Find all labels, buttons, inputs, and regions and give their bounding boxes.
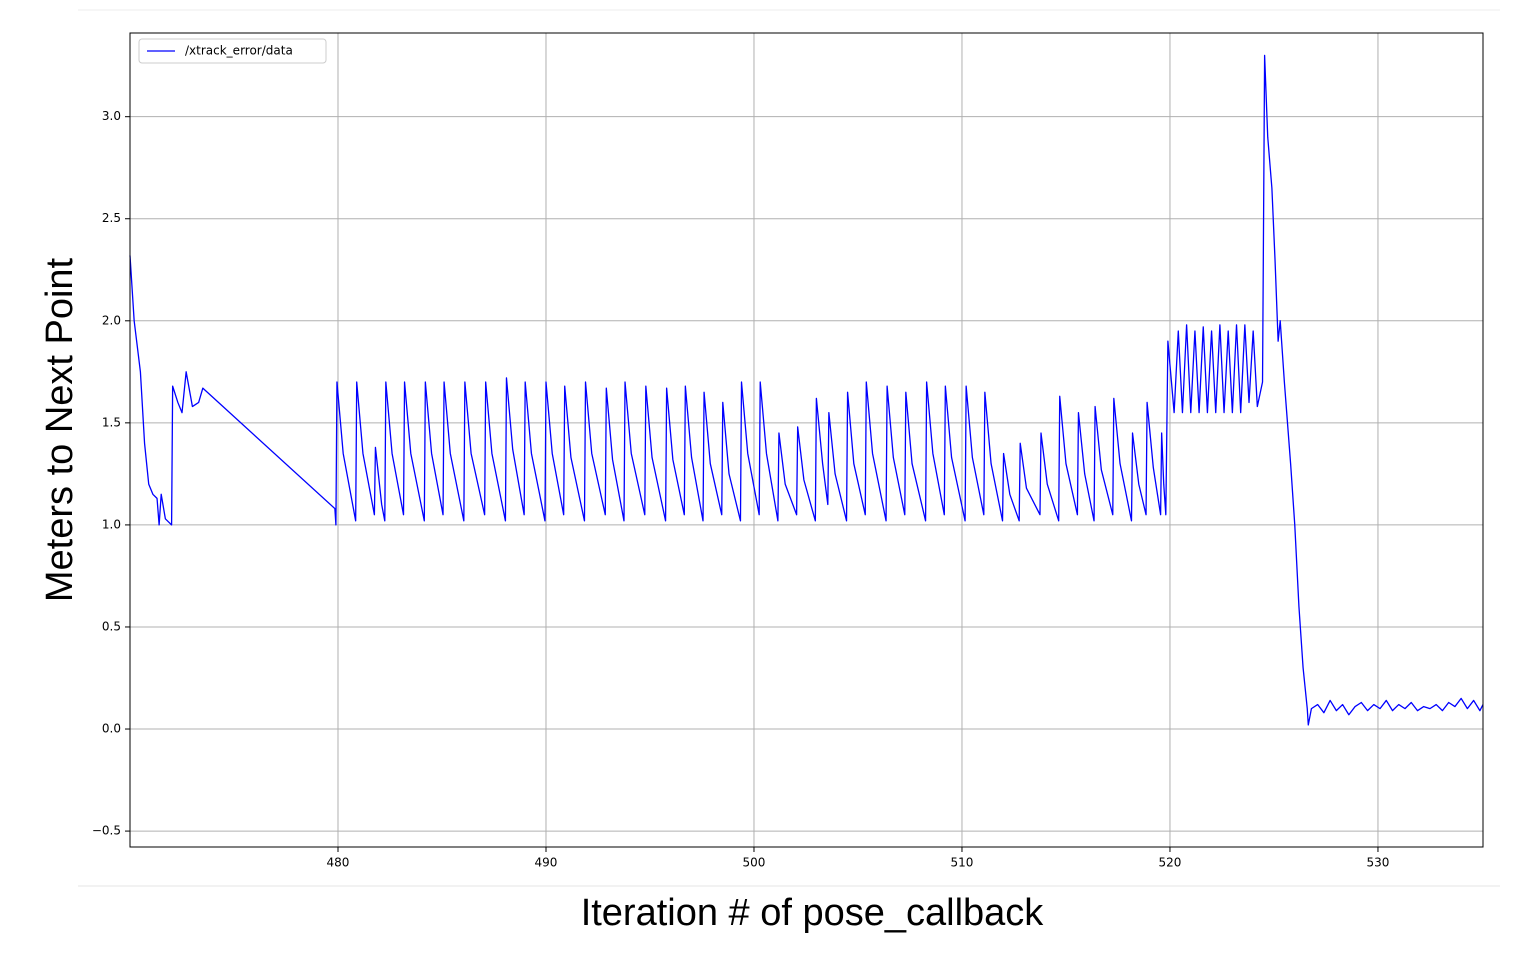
y-tick-label: 0.0 xyxy=(102,722,121,736)
ticks: 480 490 500 510 520 530 −0.5 0.0 0.5 1.0 1.5 2.0 2.5… xyxy=(92,109,1390,869)
legend-label: /xtrack_error/data xyxy=(185,44,293,58)
y-tick-label: 3.0 xyxy=(102,109,121,123)
legend: /xtrack_error/data xyxy=(138,38,327,64)
x-tick-label: 500 xyxy=(743,856,766,870)
y-tick-label: 1.0 xyxy=(102,517,121,531)
grid xyxy=(130,33,1483,847)
x-tick-label: 480 xyxy=(327,856,350,870)
y-tick-label: 2.5 xyxy=(102,211,121,225)
y-tick-label: 1.5 xyxy=(102,415,121,429)
x-tick-label: 490 xyxy=(535,856,558,870)
y-tick-label: 2.0 xyxy=(102,313,121,327)
plot-frame xyxy=(129,32,1484,848)
x-tick-label: 510 xyxy=(951,856,974,870)
x-tick-label: 520 xyxy=(1159,856,1182,870)
x-axis-title: Iteration # of pose_callback xyxy=(581,892,1045,934)
y-tick-label: −0.5 xyxy=(92,824,121,838)
y-axis-title: Meters to Next Point xyxy=(39,257,81,602)
x-tick-label: 530 xyxy=(1367,856,1390,870)
y-tick-label: 0.5 xyxy=(102,619,121,633)
data-line xyxy=(129,54,1484,726)
legend-box xyxy=(138,38,327,64)
plot xyxy=(129,54,1484,726)
